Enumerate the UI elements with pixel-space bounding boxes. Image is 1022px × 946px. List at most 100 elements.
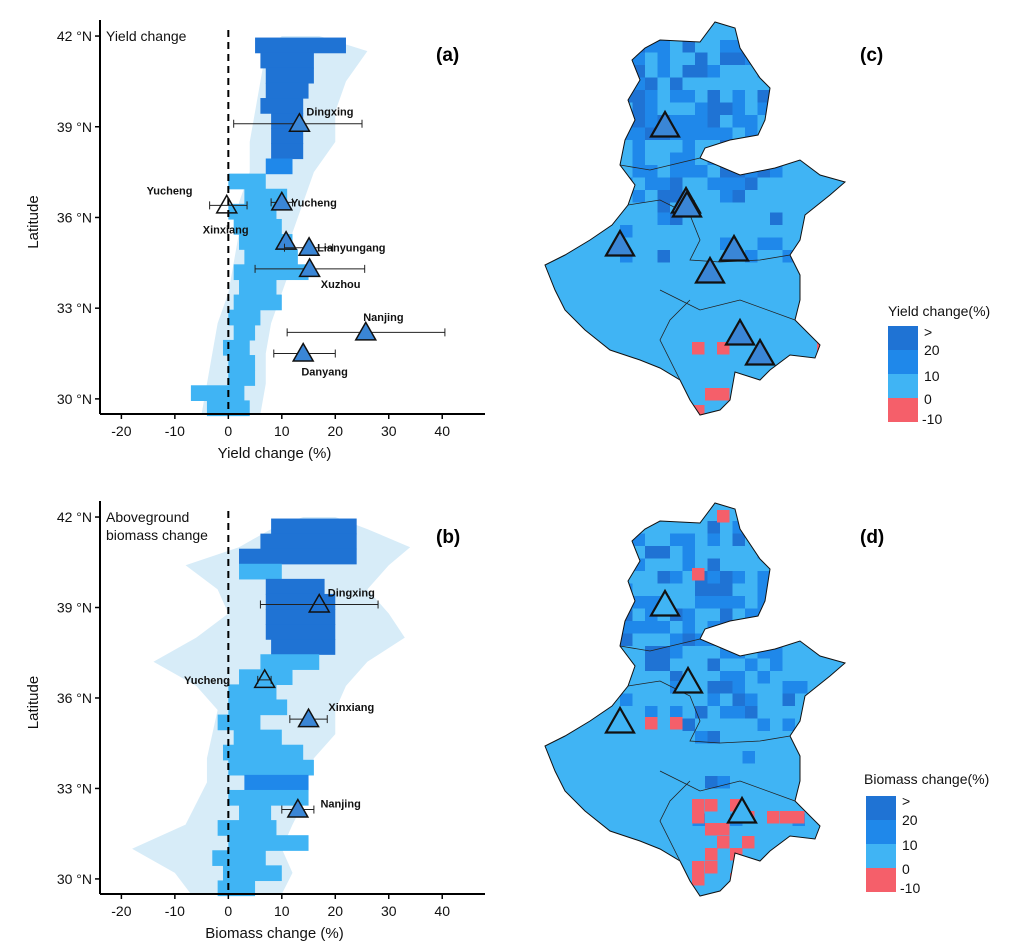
latitude-strip — [260, 533, 357, 550]
map-cell — [770, 583, 783, 596]
map-cell — [770, 571, 783, 584]
map-fill — [545, 22, 845, 415]
map-cell — [720, 583, 733, 596]
map-cell — [720, 621, 733, 634]
latitude-strip — [222, 339, 250, 356]
map-cell — [745, 621, 758, 634]
latitude-strip — [228, 355, 256, 371]
map-cell — [695, 52, 708, 65]
map-site-triangle — [649, 109, 681, 138]
map-cell — [770, 165, 783, 178]
map-cell — [695, 731, 708, 744]
map-cell — [620, 40, 633, 53]
map-cell — [632, 621, 645, 634]
map-cell-negative — [692, 873, 705, 886]
map-cell — [645, 102, 658, 115]
legend-title: Biomass change(%) — [864, 771, 989, 787]
map-cell — [757, 546, 770, 559]
site-triangle — [215, 193, 239, 214]
map-cell — [620, 558, 633, 571]
latitude-strip — [244, 249, 298, 265]
site-triangle — [270, 190, 294, 211]
legend-swatch — [866, 796, 896, 820]
legend-swatch — [888, 398, 918, 422]
site-label: Nanjing — [363, 312, 403, 324]
latitude-strip — [239, 805, 272, 821]
map-cell — [670, 177, 683, 190]
map-cell — [782, 681, 795, 694]
map-cell — [682, 718, 695, 731]
latitude-strip — [233, 324, 256, 341]
map-cell-negative — [742, 873, 755, 886]
map-cell — [720, 633, 733, 646]
map-cell — [745, 633, 758, 646]
map-site-triangle — [604, 705, 636, 734]
panel-label-d: (d) — [860, 527, 884, 548]
latitude-strip — [239, 669, 293, 686]
map-cell — [670, 633, 683, 646]
map-cell — [682, 546, 695, 559]
latitude-strip — [255, 37, 346, 54]
province-boundary — [619, 638, 701, 652]
map-cell — [670, 165, 683, 178]
map-cell — [720, 140, 733, 153]
map-cell-negative — [742, 861, 755, 874]
latitude-strip — [217, 820, 277, 836]
site-label: Nanjing — [320, 799, 360, 811]
x-tick-label: 0 — [224, 903, 232, 919]
map-cell — [770, 52, 783, 65]
legend-swatch — [866, 868, 896, 892]
map-cell — [732, 681, 745, 694]
latitude-strip — [228, 203, 277, 220]
map-cell-negative — [705, 823, 718, 836]
map-cell — [707, 115, 720, 128]
site-label: Yucheng — [184, 675, 230, 687]
map-cell — [657, 190, 670, 203]
map-cell — [757, 583, 770, 596]
y-tick-label: 30 °N — [57, 871, 92, 887]
x-tick-label: -10 — [165, 423, 185, 439]
map-cell — [732, 90, 745, 103]
latitude-strip — [228, 684, 277, 701]
map-site-triangle — [672, 665, 704, 694]
map-cell — [757, 102, 770, 115]
map-cell — [657, 212, 670, 225]
map-cell — [757, 65, 770, 78]
map-cell — [695, 127, 708, 140]
map-cell — [770, 621, 783, 634]
map-cells — [545, 22, 845, 415]
map-cell — [645, 165, 658, 178]
map-cell — [670, 571, 683, 584]
corner-label-bg — [103, 507, 193, 526]
map-cell — [695, 102, 708, 115]
legend-label: 10 — [924, 368, 940, 384]
site-triangle — [307, 592, 331, 613]
map-fill — [545, 503, 845, 896]
map-cell — [682, 621, 695, 634]
x-axis-title: Yield change (%) — [218, 445, 332, 462]
y-axis-title: Latitude — [25, 676, 42, 729]
map-cell — [745, 608, 758, 621]
map-cell — [720, 608, 733, 621]
map-cell — [632, 152, 645, 165]
map-cell-negative — [717, 823, 730, 836]
latitude-strip — [228, 835, 309, 851]
latitude-strip — [233, 294, 282, 311]
corner-label: biomass change — [106, 527, 208, 543]
map-cell — [682, 608, 695, 621]
map-cell — [682, 633, 695, 646]
latitude-strip — [260, 654, 320, 670]
x-tick-label: 10 — [274, 903, 290, 919]
map-cell — [632, 127, 645, 140]
map-cell — [707, 633, 720, 646]
map-cell — [757, 237, 770, 250]
map-cell-negative — [692, 799, 705, 812]
legend-swatch — [866, 844, 896, 868]
map-cell — [620, 546, 633, 559]
legend-title: Yield change(%) — [888, 303, 990, 319]
x-tick-label: 20 — [327, 903, 343, 919]
site-label: Dingxing — [328, 587, 375, 599]
map-site-triangle — [744, 337, 776, 366]
site-triangle — [297, 707, 320, 728]
legend-swatch — [888, 326, 918, 350]
